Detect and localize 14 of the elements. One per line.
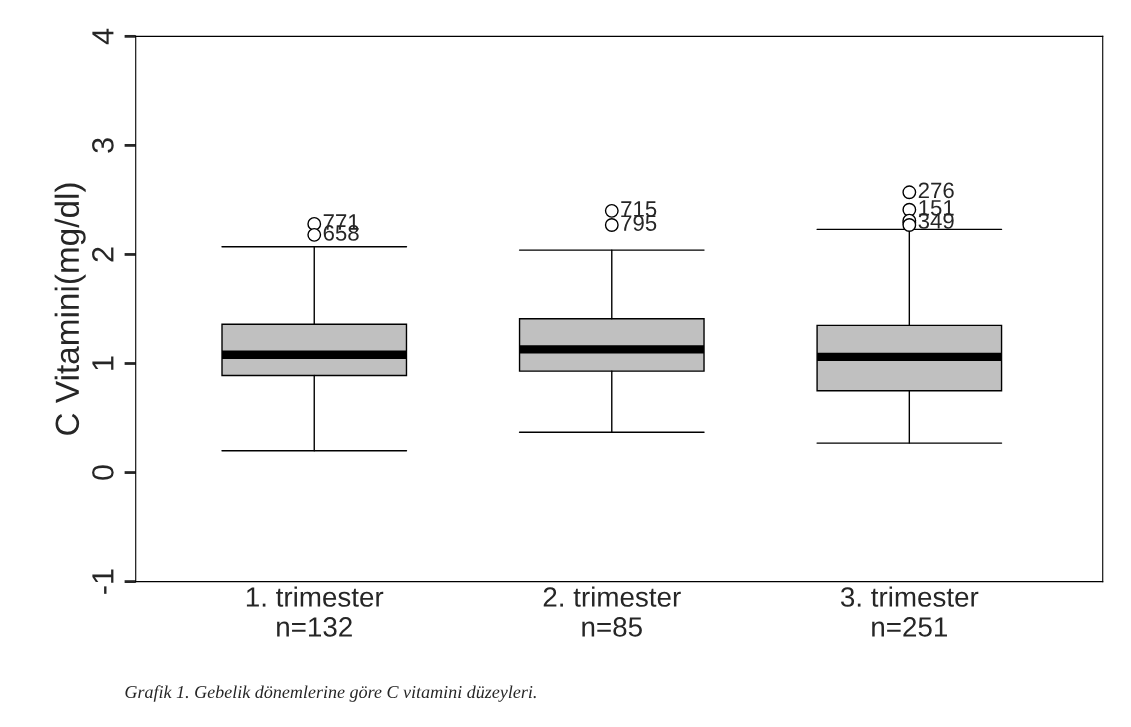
y-axis-title: C Vitamini(mg/dl)	[54, 183, 86, 435]
text: Grafik 1. Gebelik dönemlerine göre C vitamini düzeyleri.	[125, 685, 536, 702]
y-tick-label: 0	[92, 465, 114, 480]
annotation: 276	[918, 182, 954, 199]
y-tick-label: 4	[92, 28, 114, 45]
y-tick-label: 3	[92, 138, 114, 153]
annotation: 715	[621, 201, 657, 217]
y-tick-label: -1	[92, 569, 114, 594]
x-tick-label: 2. trimester n=85	[543, 586, 681, 637]
y-tick-label: 1	[92, 356, 114, 370]
y-tick-label: 2	[92, 247, 114, 262]
x-tick-label: 1. trimester n=132	[246, 586, 384, 637]
x-tick-label: 3. trimester n=251	[840, 586, 979, 637]
annotation: 795	[621, 215, 657, 231]
